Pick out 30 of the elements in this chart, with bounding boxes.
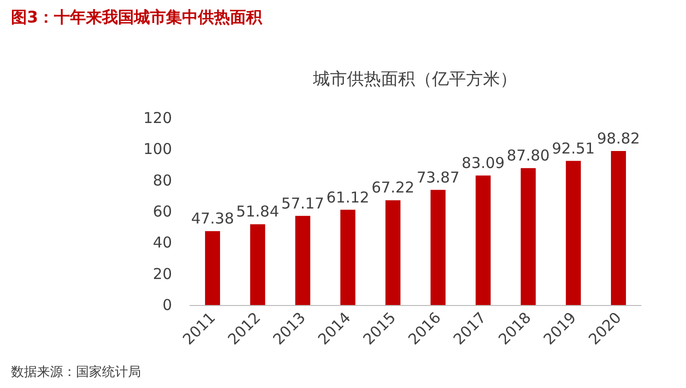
- chart-subtitle: 城市供热面积（亿平方米）: [312, 70, 517, 90]
- data-label: 73.87: [416, 168, 460, 186]
- data-label: 87.80: [506, 146, 550, 165]
- chart-title: 图3：十年来我国城市集中供热面积: [11, 8, 264, 26]
- bar: [566, 160, 581, 305]
- data-label: 67.22: [371, 178, 414, 197]
- bar: [295, 216, 310, 305]
- bar: [205, 231, 220, 305]
- data-label: 47.38: [191, 210, 234, 228]
- data-label: 98.82: [596, 130, 640, 148]
- data-label: 57.17: [281, 194, 324, 212]
- bar: [250, 224, 266, 305]
- data-label: 92.51: [552, 139, 595, 158]
- y-tick-label: 100: [143, 140, 172, 158]
- bar: [520, 168, 536, 305]
- bar: [476, 176, 491, 305]
- bar: [610, 151, 626, 305]
- data-label: 51.84: [236, 202, 280, 221]
- y-tick-label: 20: [152, 264, 172, 283]
- data-label: 61.12: [326, 188, 370, 206]
- bar: [430, 190, 446, 305]
- y-tick-label: 80: [152, 171, 172, 190]
- source-note: 数据来源：国家统计局: [11, 364, 141, 380]
- y-tick-label: 40: [152, 234, 172, 252]
- bar: [340, 210, 356, 305]
- y-tick-label: 60: [152, 202, 172, 220]
- y-tick-label: 120: [143, 109, 172, 127]
- data-label: 83.09: [462, 154, 505, 172]
- bar: [385, 200, 400, 305]
- y-tick-label: 0: [162, 296, 172, 314]
